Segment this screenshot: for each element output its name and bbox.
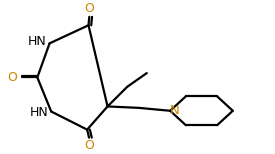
Text: O: O bbox=[7, 71, 17, 84]
Text: HN: HN bbox=[28, 35, 47, 48]
Text: N: N bbox=[170, 103, 180, 117]
Text: HN: HN bbox=[30, 106, 48, 120]
Text: O: O bbox=[84, 2, 94, 15]
Text: O: O bbox=[85, 139, 95, 152]
